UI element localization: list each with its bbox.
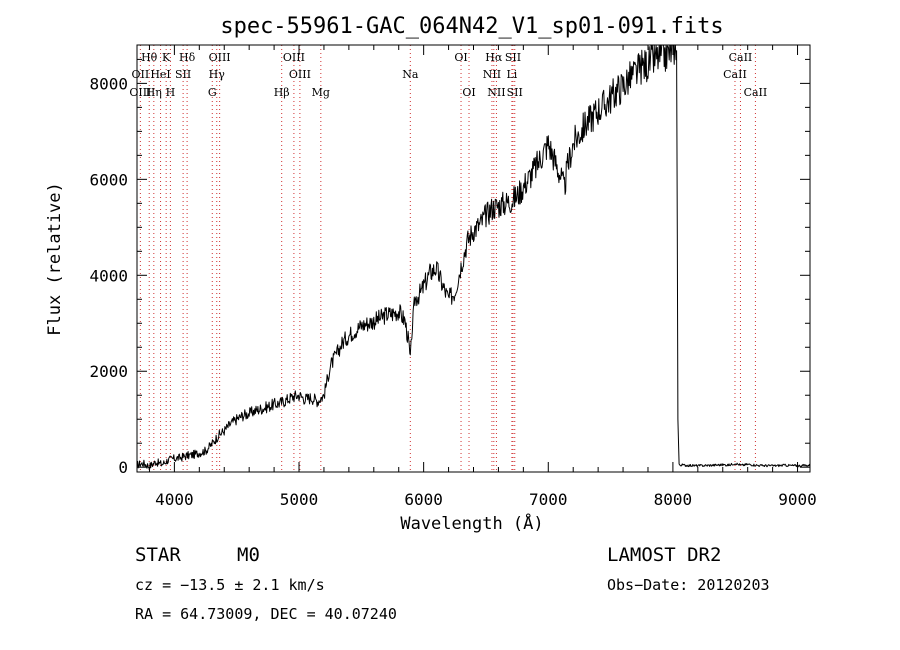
line-label: SII bbox=[507, 86, 523, 99]
line-label: Hβ bbox=[274, 86, 290, 99]
y-tick-label: 8000 bbox=[89, 74, 128, 93]
x-tick-label: 6000 bbox=[404, 490, 443, 509]
line-label: NII bbox=[487, 86, 505, 99]
x-tick-label: 7000 bbox=[529, 490, 568, 509]
line-label: OII bbox=[132, 68, 150, 81]
line-label: Hα bbox=[485, 51, 503, 64]
coordinates: RA = 64.73009, DEC = 40.07240 bbox=[135, 605, 397, 623]
line-label: SII bbox=[505, 51, 521, 64]
x-tick-label: 5000 bbox=[280, 490, 319, 509]
line-label: G bbox=[208, 86, 217, 99]
line-label: CaII bbox=[729, 51, 753, 64]
line-label: Hθ bbox=[141, 51, 158, 64]
redshift-cz: cz = −13.5 ± 2.1 km/s bbox=[135, 576, 325, 594]
y-tick-label: 2000 bbox=[89, 362, 128, 381]
line-label: OIII bbox=[129, 86, 151, 99]
line-label: K bbox=[162, 51, 171, 64]
line-label: Na bbox=[402, 68, 419, 81]
line-label: HeI bbox=[150, 68, 170, 81]
x-tick-label: 4000 bbox=[155, 490, 194, 509]
observation-date: Obs−Date: 20120203 bbox=[607, 576, 770, 594]
spectral-line-markers bbox=[139, 45, 756, 472]
line-label: CaII bbox=[723, 68, 747, 81]
line-label: OI bbox=[454, 51, 467, 64]
line-label: Mg bbox=[312, 86, 330, 99]
line-label: Li bbox=[506, 68, 517, 81]
line-label: OIII bbox=[289, 68, 311, 81]
line-label: Hγ bbox=[209, 68, 226, 81]
y-tick-labels: 0 2000 4000 6000 8000 bbox=[89, 74, 128, 477]
object-class: STAR bbox=[135, 544, 181, 566]
plot-frame bbox=[136, 44, 811, 473]
y-tick-label: 4000 bbox=[89, 266, 128, 285]
x-tick-label: 9000 bbox=[778, 490, 817, 509]
y-tick-label: 0 bbox=[118, 458, 128, 477]
survey-name: LAMOST DR2 bbox=[607, 544, 721, 566]
line-label: SII bbox=[175, 68, 191, 81]
line-label: OIII bbox=[209, 51, 231, 64]
line-label: OI bbox=[462, 86, 475, 99]
chart-title: spec-55961-GAC_064N42_V1_sp01-091.fits bbox=[220, 14, 723, 39]
line-label: H bbox=[166, 86, 176, 99]
x-axis-label: Wavelength (Å) bbox=[400, 512, 543, 534]
line-label: Hη bbox=[146, 86, 162, 99]
y-axis-label: Flux (relative) bbox=[45, 182, 65, 336]
y-tick-label: 6000 bbox=[89, 170, 128, 189]
line-label: Hδ bbox=[179, 51, 196, 64]
x-tick-label: 8000 bbox=[654, 490, 693, 509]
line-label: CaII bbox=[744, 86, 768, 99]
object-subclass: M0 bbox=[237, 544, 260, 566]
line-label: NII bbox=[483, 68, 501, 81]
axis-ticks bbox=[137, 45, 810, 472]
line-label: OIII bbox=[283, 51, 305, 64]
x-tick-labels: 4000 5000 6000 7000 8000 9000 bbox=[155, 490, 817, 509]
spectrum-line bbox=[136, 44, 811, 471]
